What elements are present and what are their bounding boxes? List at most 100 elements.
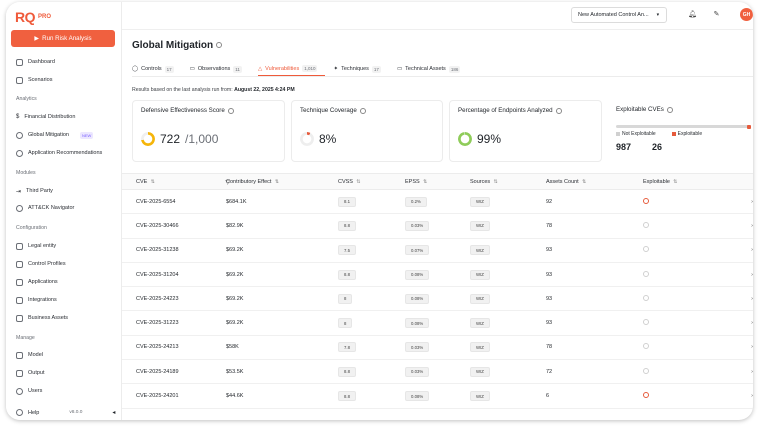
chevron-right-icon[interactable]: › (751, 247, 753, 254)
page-title-text: Global Mitigation (132, 40, 214, 51)
exploitable-alert-icon (643, 392, 649, 399)
cvss-pill: 7.5 (338, 245, 356, 256)
sidebar-item-label: Business Assets (28, 315, 69, 321)
card-title: Exploitable CVEs (616, 106, 753, 113)
sidebar-item-label: Application Recommendations (28, 150, 103, 156)
info-icon[interactable] (666, 106, 673, 113)
sidebar-item-attack-navigator[interactable]: ATT&CK Navigator (16, 202, 116, 214)
header-cvss[interactable]: CVSS ⇅ (338, 179, 405, 185)
sidebar-item-integrations[interactable]: Integrations (16, 294, 116, 306)
cell-cvss: 7.8 (338, 342, 405, 353)
cell-cvss: 8 (338, 293, 405, 304)
tab-label: Technical Assets (405, 66, 446, 72)
sidebar-item-third-party[interactable]: ⇥ Third Party (16, 185, 116, 197)
sort-icon[interactable]: ⇅ (671, 178, 678, 185)
header-assets-count[interactable]: Assets Count ⇅ (546, 179, 643, 185)
section-manage: Manage (16, 335, 35, 341)
sidebar-item-financial-distribution[interactable]: $ Financial Distribution (16, 111, 116, 123)
sidebar-item-dashboard[interactable]: Dashboard (16, 56, 116, 68)
chevron-right-icon[interactable]: › (751, 295, 753, 302)
sort-icon[interactable]: ⇅ (421, 178, 428, 185)
table-row[interactable]: CVE-2025-24201 $44.6K 8.8 0.08% WIZ 6 › (122, 384, 753, 409)
source-pill: WIZ (470, 318, 490, 329)
table-row[interactable]: CVE-2025-24223 $69.2K 8 0.08% WIZ 93 › (122, 287, 753, 312)
sort-icon[interactable]: ⇅ (149, 178, 155, 185)
cell-sources: WIZ (470, 366, 546, 377)
sidebar-item-users[interactable]: Users (16, 385, 116, 397)
source-pill: WIZ (470, 269, 490, 280)
header-cve[interactable]: CVE ⇅ ▽ (122, 178, 230, 186)
sidebar-item-business-assets[interactable]: Business Assets (16, 312, 116, 324)
tab-count: 17 (371, 65, 381, 73)
info-icon[interactable] (216, 42, 223, 49)
card-defensive-effectiveness: Defensive Effectiveness Score 722/1,000 (132, 100, 285, 162)
table-row[interactable]: CVE-2025-30466 $82.9K 8.8 0.03% WIZ 78 › (122, 214, 753, 239)
sort-icon[interactable]: ⇅ (580, 178, 587, 185)
sidebar-item-legal-entity[interactable]: Legal entity (16, 240, 116, 252)
table-row[interactable]: CVE-2025-31223 $69.2K 8 0.08% WIZ 93 › (122, 311, 753, 336)
logo[interactable]: RQ PRO (15, 9, 51, 25)
control-analysis-select[interactable]: New Automated Control An... ▾ (571, 7, 667, 23)
header-epss[interactable]: EPSS ⇅ (405, 179, 470, 185)
chevron-right-icon[interactable]: › (751, 222, 753, 229)
table-row[interactable]: CVE-2025-31204 $69.2K 8.8 0.08% WIZ 93 › (122, 263, 753, 288)
sidebar-item-model[interactable]: Model (16, 349, 116, 361)
tab-observations[interactable]: ▭ Observations 11 (190, 62, 250, 76)
filter-icon[interactable]: ▽ (225, 179, 230, 186)
card-title-text: Percentage of Endpoints Analyzed (458, 107, 553, 114)
chevron-right-icon[interactable]: › (751, 393, 753, 400)
run-risk-analysis-button[interactable]: ▶ Run Risk Analysis (11, 30, 115, 47)
tab-vulnerabilities[interactable]: △ Vulnerabilities 1,010 (257, 62, 326, 76)
chevron-right-icon[interactable]: › (751, 320, 753, 327)
chevron-right-icon[interactable]: › (751, 344, 753, 351)
avatar[interactable]: GH (740, 8, 753, 21)
header-label: Sources (470, 178, 491, 185)
info-icon[interactable] (359, 107, 366, 114)
sidebar-item-application-recommendations[interactable]: Application Recommendations (16, 147, 116, 159)
card-technique-coverage: Technique Coverage 8% (291, 100, 443, 162)
table-row[interactable]: CVE-2025-24189 $53.5K 8.8 0.03% WIZ 72 › (122, 360, 753, 385)
table-row[interactable]: CVE-2025-31238 $69.2K 7.5 0.07% WIZ 93 › (122, 239, 753, 263)
cell-assets-count: 6 (546, 393, 550, 400)
sort-icon[interactable]: ⇅ (492, 178, 498, 185)
header-contributory-effect[interactable]: Contributory Effect ⇅ (218, 179, 338, 185)
header-sources[interactable]: Sources ⇅ (470, 179, 546, 185)
help-link[interactable]: Help (16, 409, 39, 416)
epss-pill: 0.08% (405, 391, 430, 402)
sidebar-item-scenarios[interactable]: Scenarios (16, 74, 116, 86)
not-exploitable-icon (643, 367, 649, 374)
sidebar-item-control-profiles[interactable]: Control Profiles (16, 258, 116, 270)
layers-icon (16, 76, 23, 84)
sidebar-item-applications[interactable]: Applications (16, 276, 116, 288)
info-icon[interactable] (227, 107, 234, 114)
info-icon[interactable] (555, 107, 562, 114)
cvss-pill: 8.8 (338, 220, 356, 231)
bell-icon[interactable]: 🔔︎ (688, 11, 697, 18)
tab-techniques[interactable]: ✦ Techniques 17 (333, 62, 388, 76)
chevron-right-icon[interactable]: › (751, 271, 753, 278)
chevron-right-icon[interactable]: › (751, 198, 753, 205)
sidebar-item-output[interactable]: Output (16, 367, 116, 379)
sort-icon[interactable]: ⇅ (354, 178, 361, 185)
help-label: Help (28, 409, 40, 416)
cell-assets-count: 93 (546, 271, 553, 278)
not-exploitable-icon (643, 294, 649, 301)
card-title-text: Defensive Effectiveness Score (141, 107, 225, 114)
chevron-right-icon[interactable]: › (751, 368, 753, 375)
sidebar-item-global-mitigation[interactable]: Global Mitigation NEW (16, 129, 116, 141)
sort-icon[interactable]: ⇅ (273, 178, 280, 185)
exploitable-legend: Not Exploitable Exploitable (616, 131, 702, 137)
tools-icon[interactable]: ✎ (713, 11, 720, 18)
collapse-sidebar-icon[interactable]: ◂ (112, 410, 116, 416)
table-row[interactable]: CVE-2025-24213 $58K 7.8 0.03% WIZ 78 › (122, 336, 753, 361)
exploitable-numbers: 987 26 (616, 142, 662, 152)
cell-contributory-effect: $69.2K (226, 295, 244, 302)
cube-icon (16, 351, 23, 359)
app-window: RQ PRO ▶ Run Risk Analysis Dashboard Sce… (6, 2, 753, 420)
tab-technical-assets[interactable]: ▭ Technical Assets 186 (397, 62, 468, 76)
tab-controls[interactable]: ◯ Controls 17 (132, 62, 182, 76)
cell-exploitable (643, 343, 733, 351)
cell-cvss: 8.8 (338, 220, 405, 231)
header-exploitable[interactable]: Exploitable ⇅ (643, 179, 733, 185)
table-row[interactable]: CVE-2025-6554 $684.1K 8.1 0.2% WIZ 92 › (122, 190, 753, 215)
